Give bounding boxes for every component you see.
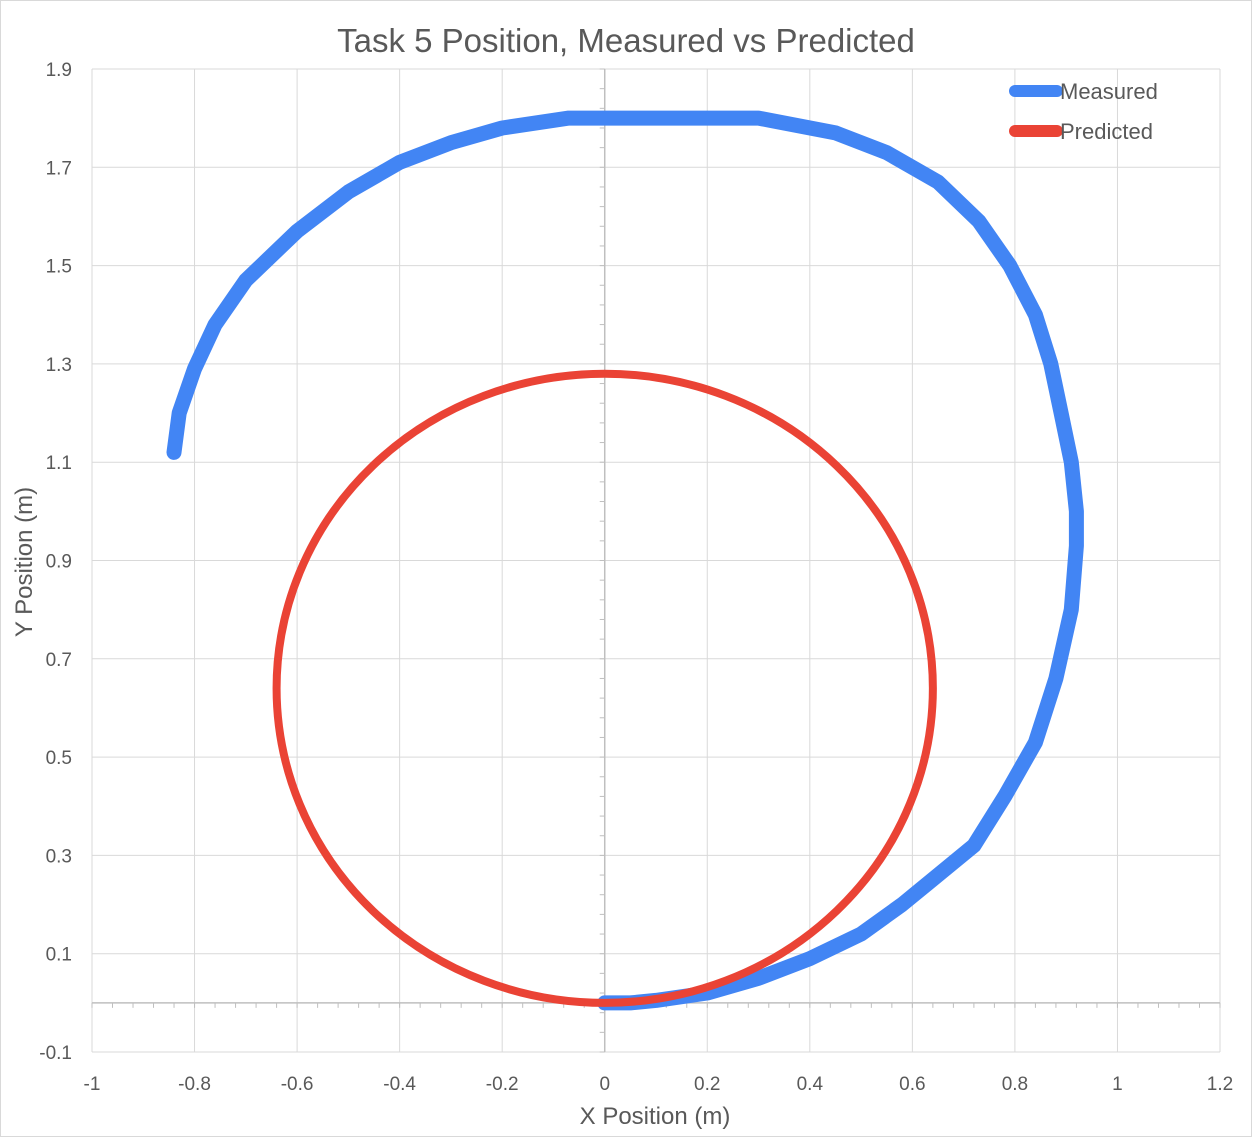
chart-title: Task 5 Position, Measured vs Predicted <box>337 22 915 59</box>
predicted-series-line <box>272 369 937 1007</box>
x-axis-title: X Position (m) <box>580 1103 731 1130</box>
measured-series-line <box>166 110 1084 1011</box>
y-tick-label: 0.5 <box>46 748 72 769</box>
x-tick-label: -0.6 <box>281 1074 314 1095</box>
y-tick-label: 1.5 <box>46 257 72 278</box>
x-tick-label: 1.2 <box>1207 1074 1233 1095</box>
axes <box>91 68 1221 1053</box>
x-tick-label: 0.8 <box>1002 1074 1028 1095</box>
x-tick-label: -0.4 <box>383 1074 416 1095</box>
legend-item-predicted[interactable]: Predicted <box>1009 119 1153 144</box>
x-tick-label: -1 <box>84 1074 101 1095</box>
y-tick-label: 0.3 <box>46 846 72 867</box>
x-tick-label: 0 <box>599 1074 610 1095</box>
y-tick-label: 0.9 <box>46 552 72 573</box>
grid <box>91 68 1221 1053</box>
plot-series <box>166 110 1084 1011</box>
y-tick-label: -0.1 <box>39 1043 72 1064</box>
legend-label-predicted: Predicted <box>1060 119 1153 144</box>
legend-item-measured[interactable]: Measured <box>1009 79 1158 104</box>
legend-label-measured: Measured <box>1060 79 1158 104</box>
y-tick-label: 0.1 <box>46 945 72 966</box>
y-tick-label: 0.7 <box>46 650 72 671</box>
x-tick-label: -0.8 <box>178 1074 211 1095</box>
y-tick-label: 1.9 <box>46 60 72 81</box>
x-tick-label: 0.6 <box>899 1074 925 1095</box>
y-tick-label: 1.7 <box>46 158 72 179</box>
y-tick-label: 1.3 <box>46 355 72 376</box>
x-tick-label: 0.4 <box>797 1074 824 1095</box>
tick-labels: -1 -0.8 -0.6 -0.4 -0.2 0 0.2 0.4 0.6 0.8 1 1.2 -0.1 0… <box>39 60 1233 1095</box>
y-axis-title: Y Position (m) <box>11 487 38 637</box>
y-tick-label: 1.1 <box>46 453 72 474</box>
x-tick-label: -0.2 <box>486 1074 519 1095</box>
legend[interactable]: Measured Predicted <box>1009 79 1158 144</box>
x-tick-label: 0.2 <box>694 1074 720 1095</box>
x-tick-label: 1 <box>1112 1074 1123 1095</box>
